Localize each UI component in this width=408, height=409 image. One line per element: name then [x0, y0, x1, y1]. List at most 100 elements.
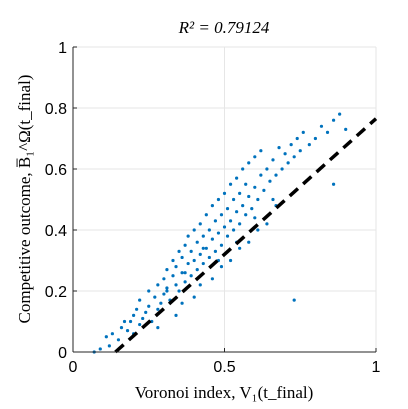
data-point — [271, 197, 275, 202]
data-point — [180, 271, 184, 275]
data-point — [180, 301, 184, 305]
data-point — [116, 338, 121, 342]
data-point — [104, 335, 108, 339]
data-point — [222, 225, 227, 229]
data-point — [331, 118, 336, 122]
data-point — [216, 231, 221, 235]
data-point — [253, 185, 257, 189]
data-point — [247, 161, 251, 165]
data-point — [338, 112, 342, 116]
fit-line-group — [114, 117, 378, 354]
data-point — [238, 191, 242, 195]
data-point — [174, 283, 178, 287]
data-point — [198, 283, 202, 287]
data-point — [301, 130, 305, 134]
data-point — [177, 249, 181, 253]
data-point — [183, 243, 187, 247]
data-point — [183, 271, 187, 275]
y-tick-label: 0.4 — [45, 223, 67, 240]
data-point — [219, 213, 224, 217]
x-axis-label: Voronoi index, V₁(t_final) — [135, 383, 314, 402]
data-point — [159, 301, 163, 305]
data-point — [204, 246, 208, 250]
data-point — [222, 191, 227, 195]
data-point — [256, 197, 260, 202]
data-point — [198, 222, 202, 226]
data-point — [313, 136, 317, 141]
data-point — [192, 228, 196, 232]
data-point — [138, 298, 142, 302]
data-point — [265, 167, 269, 171]
data-point — [138, 322, 142, 327]
data-point — [235, 210, 239, 214]
data-point — [125, 329, 130, 333]
data-point — [180, 255, 184, 260]
data-point — [265, 222, 269, 226]
data-point — [247, 194, 251, 199]
data-point — [298, 149, 302, 153]
data-point — [132, 313, 136, 317]
data-point — [119, 326, 124, 330]
data-point — [225, 234, 230, 238]
data-point — [107, 344, 111, 348]
data-point — [189, 249, 193, 253]
data-point — [277, 146, 281, 150]
data-point — [289, 143, 293, 147]
data-point — [186, 261, 190, 266]
data-point — [319, 124, 324, 128]
data-point — [253, 155, 257, 159]
axes: 0 0.5 1 0 0.2 0.4 0.6 0.8 1 — [45, 40, 381, 376]
data-point — [110, 332, 114, 336]
data-point — [228, 219, 233, 223]
data-point — [331, 182, 336, 186]
data-point — [235, 176, 239, 180]
data-point — [241, 167, 245, 171]
data-point — [295, 136, 299, 141]
data-point — [198, 252, 202, 256]
data-point — [207, 255, 211, 260]
data-point — [244, 213, 248, 217]
data-point — [225, 207, 230, 211]
data-point — [213, 219, 218, 223]
data-point — [325, 130, 330, 134]
data-point — [259, 173, 263, 177]
data-point — [262, 188, 266, 192]
data-point — [195, 268, 199, 272]
data-point — [247, 240, 251, 244]
y-axis-label: Competitive outcome, B̅₁^Ω(t_final) — [15, 75, 34, 324]
data-point — [259, 149, 263, 153]
data-point — [241, 204, 245, 208]
y-tick-label: 0.2 — [45, 284, 67, 301]
data-point — [122, 319, 127, 324]
data-point — [195, 240, 199, 244]
data-point — [201, 234, 205, 238]
data-point — [271, 158, 275, 162]
data-point — [171, 274, 175, 278]
data-point — [210, 277, 214, 281]
data-point — [231, 228, 236, 232]
data-point — [280, 167, 284, 171]
data-point — [253, 216, 257, 220]
x-tick-label: 0.5 — [213, 359, 235, 376]
data-point — [238, 222, 242, 226]
data-point — [274, 173, 278, 177]
data-point — [174, 313, 178, 317]
data-point — [165, 289, 169, 293]
data-point — [231, 197, 236, 202]
data-point — [283, 152, 287, 156]
data-point — [307, 143, 311, 147]
data-points — [92, 112, 348, 354]
data-point — [292, 298, 296, 302]
data-point — [292, 155, 296, 159]
data-point — [162, 277, 166, 281]
data-point — [228, 258, 233, 263]
data-point — [171, 258, 175, 263]
data-point — [219, 243, 224, 247]
plot-area: 0 0.5 1 0 0.2 0.4 0.6 0.8 1 — [45, 40, 381, 376]
data-point — [192, 295, 196, 299]
x-tick-label: 1 — [372, 359, 381, 376]
data-point — [250, 207, 254, 211]
data-point — [244, 182, 248, 186]
